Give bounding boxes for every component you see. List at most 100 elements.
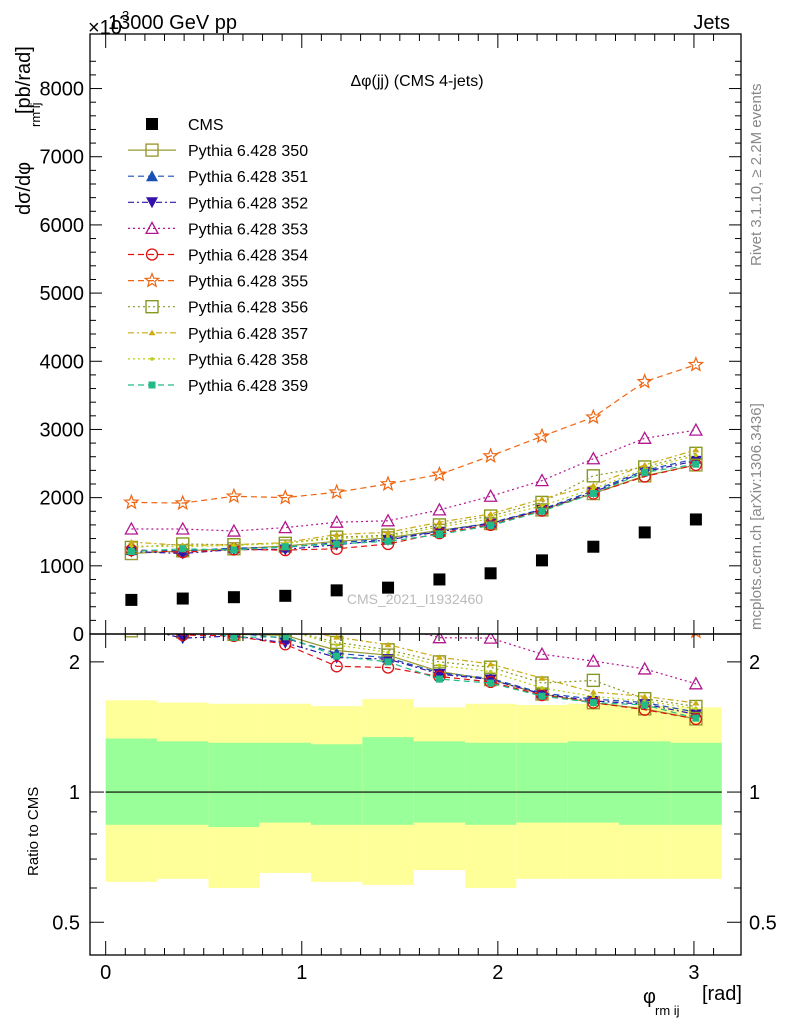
ratio-3-point-1: [177, 634, 189, 645]
ratio-6-point-4: [330, 564, 343, 577]
series-6-point-0: [123, 493, 140, 510]
ratio-9-point-6: [437, 663, 442, 668]
series-line-3: [131, 460, 697, 555]
ratio-4-point-4: [331, 609, 343, 620]
ratio-9-point-4: [334, 643, 339, 647]
series-4-point-0: [124, 521, 139, 535]
band-inner-3: [259, 742, 311, 823]
legend-entry-6: Pythia 6.428 355: [128, 271, 308, 291]
series-6-point-9: [585, 408, 602, 425]
ratio-10-point-9: [589, 699, 597, 707]
band-inner-1: [157, 741, 209, 825]
ratio-5-point-0: [126, 617, 137, 628]
series-0-point-6: [433, 573, 446, 586]
ratio-5-point-7: [484, 675, 497, 689]
legend-entry-9: Pythia 6.428 358: [128, 352, 308, 369]
band-inner-9: [567, 741, 620, 823]
legend-label-7: Pythia 6.428 356: [188, 300, 308, 317]
series-9-point-0: [129, 544, 134, 548]
ratio-line-10: [213, 634, 697, 719]
ratio-9-point-5: [386, 650, 390, 655]
series-9-point-5: [386, 534, 390, 539]
ratio-10-point-6: [435, 675, 443, 683]
y-tick-label: 0: [73, 624, 84, 646]
ratio-10-point-10: [641, 701, 649, 709]
series-0-point-3: [279, 589, 292, 602]
ratio-7-point-9: [586, 673, 601, 688]
ratio-line-6: [131, 538, 696, 631]
y-tick-label: 4000: [40, 351, 85, 373]
series-4-point-9: [586, 451, 601, 465]
ratio-8-point-8: [538, 675, 546, 681]
legend-entry-0: CMS: [146, 117, 224, 134]
ratio-tick-label: 1: [69, 782, 80, 804]
ratio-8-point-3: [282, 625, 289, 631]
band-inner-7: [465, 742, 517, 825]
series-10-point-1: [179, 545, 187, 553]
series-line-4: [131, 429, 696, 532]
ratio-1-point-0: [124, 634, 139, 638]
band-inner-11: [670, 742, 722, 825]
legend-label-10: Pythia 6.428 359: [188, 378, 308, 395]
series-10-point-9: [589, 490, 597, 498]
series-4-point-3: [278, 520, 293, 534]
band-inner-2: [208, 742, 260, 828]
y-tick-label: 6000: [40, 215, 85, 237]
series-7-point-9: [586, 469, 601, 483]
band-inner-0: [105, 738, 158, 825]
legend-entry-4: Pythia 6.428 353: [128, 221, 308, 238]
y-tick-label: 2000: [40, 488, 85, 510]
ratio-8-point-7: [487, 660, 495, 667]
series-7-point-7: [483, 509, 498, 523]
ratio-9-point-3: [284, 628, 288, 632]
series-9-point-4: [334, 536, 339, 541]
series-9-point-2: [232, 543, 236, 548]
ratio-8-point-9: [589, 689, 597, 695]
series-10-point-2: [230, 546, 238, 554]
series-6-point-4: [328, 483, 345, 500]
series-0-point-7: [484, 567, 497, 580]
series-10-point-4: [333, 540, 341, 548]
series-line-6: [131, 364, 697, 504]
ratio-2-point-0: [125, 617, 137, 628]
ratio-bands: [105, 699, 722, 889]
legend-label-0: CMS: [188, 117, 224, 134]
x-tick-label: 1: [296, 962, 307, 984]
ratio-10-point-4: [333, 652, 341, 660]
series-0-point-1: [176, 592, 189, 605]
ratio-tick-label-right: 0.5: [749, 912, 777, 934]
ratio-6-point-7: [484, 583, 497, 596]
ratio-4-point-0: [125, 575, 137, 586]
legend-entry-8: Pythia 6.428 357: [128, 326, 308, 343]
ratio-8-point-10: [641, 693, 649, 699]
series-line-9: [131, 454, 697, 548]
ratio-4-point-6: [432, 634, 447, 644]
legend-marker-2: [146, 170, 158, 182]
series-0-point-2: [227, 591, 240, 604]
ratio-series-8: [282, 625, 700, 706]
series-0-point-11: [689, 513, 702, 526]
ratio-10-point-8: [538, 692, 546, 700]
series-9-point-6: [437, 525, 442, 529]
legend-marker-6: [143, 271, 161, 288]
ratio-10-point-11: [692, 714, 700, 722]
band-inner-6: [413, 741, 466, 823]
series-10-point-6: [435, 530, 443, 538]
ratio-9-point-0: [130, 612, 134, 616]
ratio-10-point-0: [128, 623, 135, 630]
series-4-point-10: [637, 430, 652, 444]
ratio-4-point-11: [688, 676, 703, 690]
ratio-line-9: [297, 634, 696, 710]
series-10-point-7: [487, 522, 495, 530]
series-10-point-8: [538, 507, 546, 515]
legend-label-4: Pythia 6.428 353: [188, 221, 308, 238]
band-inner-5: [362, 737, 414, 825]
series-8-point-7: [487, 511, 495, 517]
ratio-5-point-11: [689, 712, 703, 726]
legend-label-9: Pythia 6.428 358: [188, 352, 308, 369]
series-9-point-7: [488, 516, 493, 521]
band-inner-8: [516, 742, 568, 823]
series-6-point-1: [174, 494, 192, 511]
legend-label-1: Pythia 6.428 350: [188, 143, 308, 160]
